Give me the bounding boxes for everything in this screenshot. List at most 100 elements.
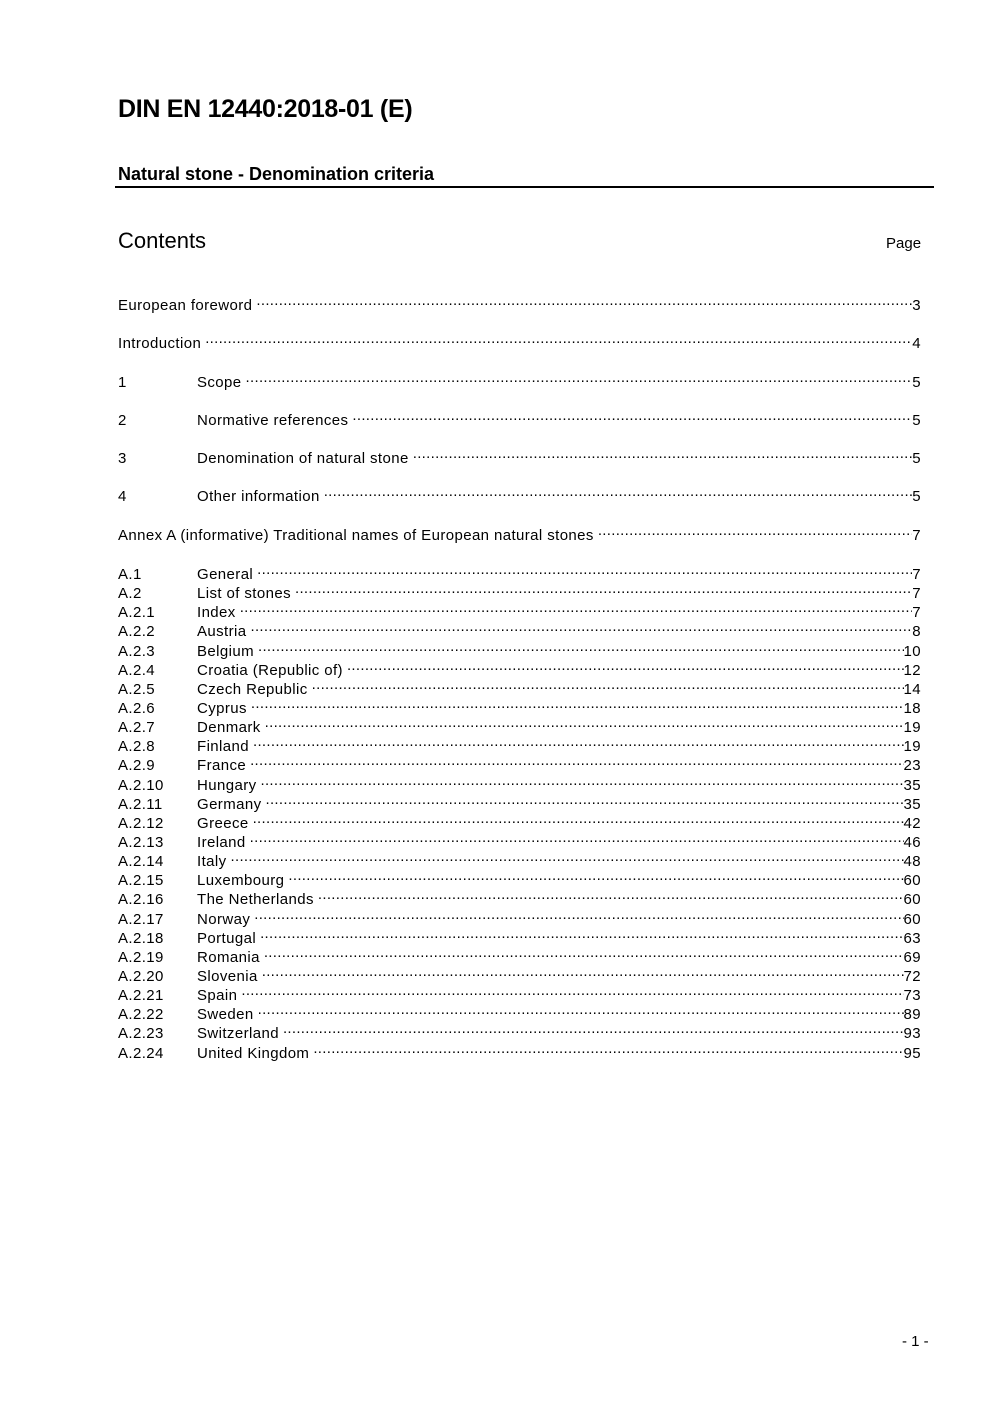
toc-entry[interactable]: A.2.8 Finland 19	[118, 733, 921, 756]
toc-entry[interactable]: Annex A (informative) Traditional names …	[118, 522, 921, 560]
toc-entry[interactable]: Introduction 4	[118, 330, 921, 368]
toc-entry-page: 7	[912, 566, 921, 583]
toc-entry[interactable]: A.2.20 Slovenia 72	[118, 963, 921, 985]
toc-entry-title: Normative references	[197, 411, 349, 429]
toc-entry[interactable]: A.2.5 Czech Republic 14	[118, 676, 921, 698]
toc-entry-page: 72	[903, 967, 921, 985]
dot-leader	[324, 483, 913, 501]
toc-entry-page: 63	[903, 929, 921, 947]
toc-entry[interactable]: A.2.22 Sweden 89	[118, 1001, 921, 1024]
toc-entry-number: A.2.4	[118, 661, 156, 679]
toc-entry[interactable]: A.2.11 Germany 35	[118, 791, 921, 813]
toc-entry-page: 19	[903, 738, 921, 756]
toc-entry[interactable]: European foreword 3	[118, 292, 921, 330]
toc-entry-number: 1	[118, 373, 127, 391]
toc-entry-title: Other information	[197, 488, 320, 506]
toc-entry[interactable]: A.2.7 Denmark 19	[118, 714, 921, 737]
toc-entry-page: 60	[903, 910, 921, 928]
dot-leader	[266, 791, 904, 809]
dot-leader	[262, 963, 904, 981]
toc-entry-title: General	[197, 566, 254, 583]
toc-entry-title: Luxembourg	[197, 872, 285, 890]
dot-leader	[265, 714, 904, 732]
dot-leader	[258, 638, 904, 656]
toc-entry-page: 42	[903, 814, 921, 832]
toc-entry-title: Scope	[197, 373, 242, 391]
toc-entry[interactable]: A.2.16 The Netherlands 60	[118, 886, 921, 909]
toc-entry[interactable]: A.2.17 Norway 60	[118, 906, 921, 928]
toc-entry-number: A.2.12	[118, 814, 164, 832]
toc-entry[interactable]: A.2.18 Portugal 63	[118, 925, 921, 947]
dot-leader	[261, 772, 904, 790]
dot-leader	[253, 810, 904, 828]
toc-entry-page: 7	[912, 526, 921, 544]
dot-leader	[253, 733, 904, 751]
toc-entry-title: List of stones	[197, 585, 291, 603]
dot-leader	[251, 618, 913, 636]
toc-entry-number: A.2.18	[118, 929, 164, 947]
toc-entry[interactable]: A.2.13 Ireland 46	[118, 829, 921, 851]
toc-entry[interactable]: A.2 List of stones 7	[118, 580, 921, 603]
toc-entry-title: Cyprus	[197, 699, 247, 717]
toc-entry[interactable]: 3 Denomination of natural stone 5	[118, 445, 921, 483]
toc-entry-title: Introduction	[118, 335, 202, 353]
toc-entry-title: Hungary	[197, 776, 257, 794]
toc-entry-page: 5	[912, 411, 921, 429]
toc-entry-page: 19	[903, 719, 921, 737]
toc-entry[interactable]: A.2.12 Greece 42	[118, 810, 921, 832]
dot-leader	[598, 522, 912, 540]
toc-entry-page: 23	[903, 757, 921, 775]
toc-entry-title: Norway	[197, 910, 251, 928]
contents-heading: Contents	[118, 228, 207, 253]
toc-entry[interactable]: A.2.6 Cyprus 18	[118, 695, 921, 717]
toc-entry-page: 5	[912, 373, 921, 391]
toc-entry-title: Spain	[197, 987, 238, 1005]
toc-entry[interactable]: 4 Other information 5	[118, 483, 921, 521]
toc-entry-number: A.2.14	[118, 853, 164, 871]
toc-entry[interactable]: A.2.10 Hungary 35	[118, 772, 921, 794]
toc-entry[interactable]: A.2.1 Index 7	[118, 599, 921, 622]
toc-entry-number: A.2.23	[118, 1025, 164, 1043]
toc-entry-title: Germany	[197, 795, 262, 813]
toc-entry-title: Greece	[197, 814, 249, 832]
dot-leader	[251, 695, 904, 713]
toc-entry-title: Belgium	[197, 642, 254, 660]
toc-entry-page: 35	[903, 776, 921, 794]
toc-entry-title: Austria	[197, 623, 247, 641]
toc-entry-number: A.2.24	[118, 1044, 164, 1062]
dot-leader	[352, 407, 912, 425]
toc-entry[interactable]: A.2.23 Switzerland 93	[118, 1020, 921, 1043]
dot-leader	[246, 369, 913, 387]
dot-leader	[240, 599, 913, 617]
toc-entry[interactable]: A.2.19 Romania 69	[118, 944, 921, 966]
toc-entry[interactable]: A.2.4 Croatia (Republic of) 12	[118, 657, 921, 679]
toc-entry[interactable]: A.2.14 Italy 48	[118, 848, 921, 871]
toc-entry[interactable]: A.2.3 Belgium 10	[118, 638, 921, 660]
toc-entry-number: A.2.19	[118, 948, 164, 966]
dot-leader	[295, 580, 912, 598]
toc-entry[interactable]: A.2.21 Spain 73	[118, 982, 921, 1005]
toc-entry-number: A.2.13	[118, 833, 164, 851]
toc-entry-number: A.2.10	[118, 776, 164, 794]
toc-entry-page: 60	[903, 872, 921, 890]
toc-entry[interactable]: A.2.2 Austria 8	[118, 618, 921, 641]
toc-entry-title: Index	[197, 604, 236, 622]
dot-leader	[258, 1001, 904, 1019]
toc-entry[interactable]: 2 Normative references 5	[118, 407, 921, 445]
toc-entry-number: A.2.22	[118, 1006, 164, 1024]
toc-entry[interactable]: 1 Scope 5	[118, 369, 921, 407]
toc-entry[interactable]: A.2.15 Luxembourg 60	[118, 867, 921, 890]
toc-entry[interactable]: A.2.9 France 23	[118, 752, 921, 775]
toc-entry[interactable]: A.2.24 United Kingdom 95	[118, 1040, 921, 1062]
dot-leader	[241, 982, 903, 1000]
toc-main: European foreword 3 Introduction 4 1 Scope 5 2 N…	[118, 292, 921, 560]
title-rule	[115, 186, 934, 188]
toc-entry-number: A.2.3	[118, 642, 156, 660]
toc-entry-title: The Netherlands	[197, 891, 314, 909]
toc-entry-number: A.2.8	[118, 738, 156, 756]
toc-entry-title: France	[197, 757, 247, 775]
toc-entry[interactable]: A.1 General 7	[118, 561, 921, 583]
toc-entry-page: 4	[912, 335, 921, 353]
toc-entry-page: 46	[903, 833, 921, 851]
toc-entry-title: European foreword	[118, 297, 253, 314]
